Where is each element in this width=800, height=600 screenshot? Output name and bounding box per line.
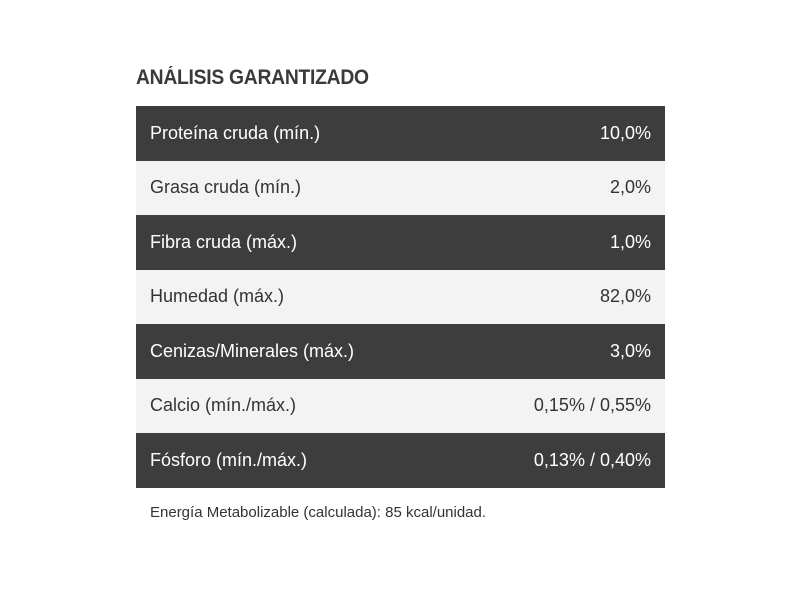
table-row-calcium: Calcio (mín./máx.) 0,15% / 0,55%	[136, 378, 665, 433]
analysis-title: ANÁLISIS GARANTIZADO	[136, 66, 369, 89]
table-row-fiber: Fibra cruda (máx.) 1,0%	[136, 215, 665, 270]
table-row-phosphorus: Fósforo (mín./máx.) 0,13% / 0,40%	[136, 433, 665, 488]
guaranteed-analysis-table: Proteína cruda (mín.) 10,0% Grasa cruda …	[136, 106, 665, 488]
table-row-moisture: Humedad (máx.) 82,0%	[136, 269, 665, 324]
row-label: Calcio (mín./máx.)	[150, 395, 297, 416]
row-label: Humedad (máx.)	[150, 286, 285, 307]
row-value: 2,0%	[609, 177, 651, 198]
row-label: Proteína cruda (mín.)	[150, 122, 321, 143]
row-value: 82,0%	[599, 286, 651, 307]
row-label: Grasa cruda (mín.)	[150, 177, 302, 198]
row-label: Fibra cruda (máx.)	[150, 231, 298, 252]
row-label: Cenizas/Minerales (máx.)	[150, 340, 355, 361]
table-row-protein: Proteína cruda (mín.) 10,0%	[136, 106, 665, 161]
table-row-fat: Grasa cruda (mín.) 2,0%	[136, 160, 665, 215]
row-value: 3,0%	[609, 340, 651, 361]
row-label: Fósforo (mín./máx.)	[150, 449, 308, 470]
row-value: 10,0%	[599, 122, 651, 143]
row-value: 0,13% / 0,40%	[533, 449, 651, 470]
table-row-ash: Cenizas/Minerales (máx.) 3,0%	[136, 324, 665, 379]
energy-footnote: Energía Metabolizable (calculada): 85 kc…	[150, 504, 487, 521]
row-value: 1,0%	[609, 231, 651, 252]
row-value: 0,15% / 0,55%	[533, 395, 651, 416]
